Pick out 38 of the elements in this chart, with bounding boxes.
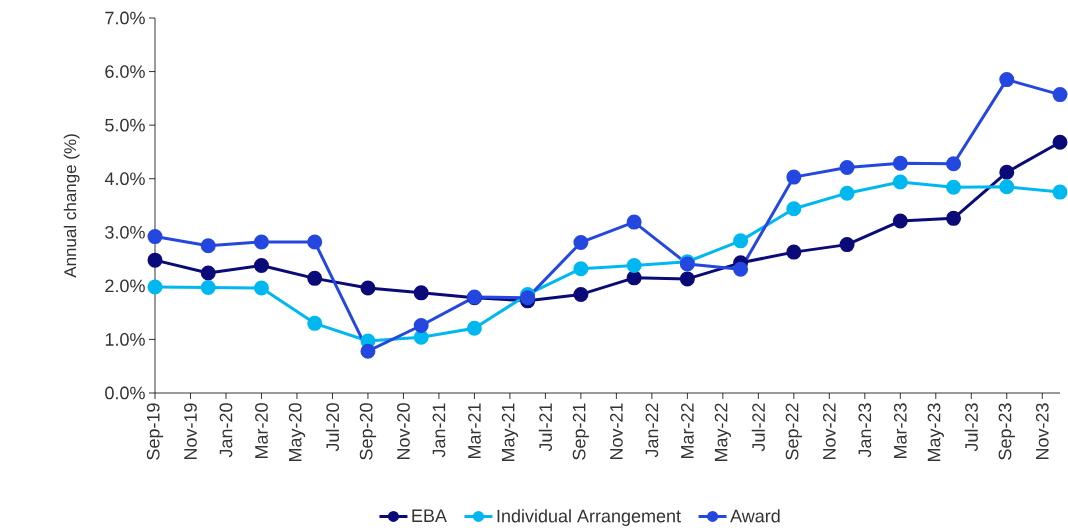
x-tick-label: Nov-22 xyxy=(822,403,836,460)
x-tick-label: May-23 xyxy=(927,403,944,462)
y-tick-label: 5.0% xyxy=(105,118,145,132)
x-tick-label: Mar-20 xyxy=(255,403,268,459)
legend-label: Award xyxy=(730,509,780,523)
y-tick-label: 3.0% xyxy=(105,225,145,239)
x-tick-label: Jan-23 xyxy=(858,403,872,458)
x-tick-label: May-21 xyxy=(501,403,519,462)
y-tick-label: 2.0% xyxy=(105,279,145,293)
y-tick-label: 0.0% xyxy=(105,386,145,400)
x-tick-label: Sep-19 xyxy=(146,403,164,460)
x-tick-label: May-20 xyxy=(288,403,306,462)
legend-label: Individual Arrangement xyxy=(497,509,681,526)
x-tick-label: Jan-20 xyxy=(219,403,233,458)
y-tick-label: 1.0% xyxy=(105,333,145,346)
x-tick-label: Jan-22 xyxy=(645,403,659,458)
x-tick-label: Nov-23 xyxy=(1035,403,1049,460)
x-tick-label: Nov-21 xyxy=(610,403,623,460)
x-tick-label: Sep-22 xyxy=(785,403,802,460)
x-tick-label: Jul-20 xyxy=(325,403,340,452)
x-tick-label: Sep-23 xyxy=(998,403,1015,460)
x-tick-label: Jan-21 xyxy=(432,403,446,458)
y-tick-label: 7.0% xyxy=(105,11,145,25)
x-tick-label: Mar-23 xyxy=(893,403,907,459)
y-tick-label: 4.0% xyxy=(104,172,145,186)
x-tick-label: Jul-21 xyxy=(538,403,553,452)
x-tick-label: Jul-22 xyxy=(751,403,765,452)
legend-label: EBA xyxy=(412,509,447,522)
x-tick-label: Sep-21 xyxy=(572,403,590,460)
x-tick-label: Mar-21 xyxy=(468,403,481,459)
y-axis-title: Annual change (%) xyxy=(63,134,80,278)
x-tick-label: Sep-20 xyxy=(359,403,377,460)
x-tick-label: May-22 xyxy=(714,403,731,462)
x-tick-label: Mar-22 xyxy=(680,403,694,459)
x-tick-label: Nov-20 xyxy=(397,403,410,460)
x-tick-label: Jul-23 xyxy=(964,403,978,452)
y-tick-label: 6.0% xyxy=(105,65,145,78)
x-tick-label: Nov-19 xyxy=(184,403,197,460)
